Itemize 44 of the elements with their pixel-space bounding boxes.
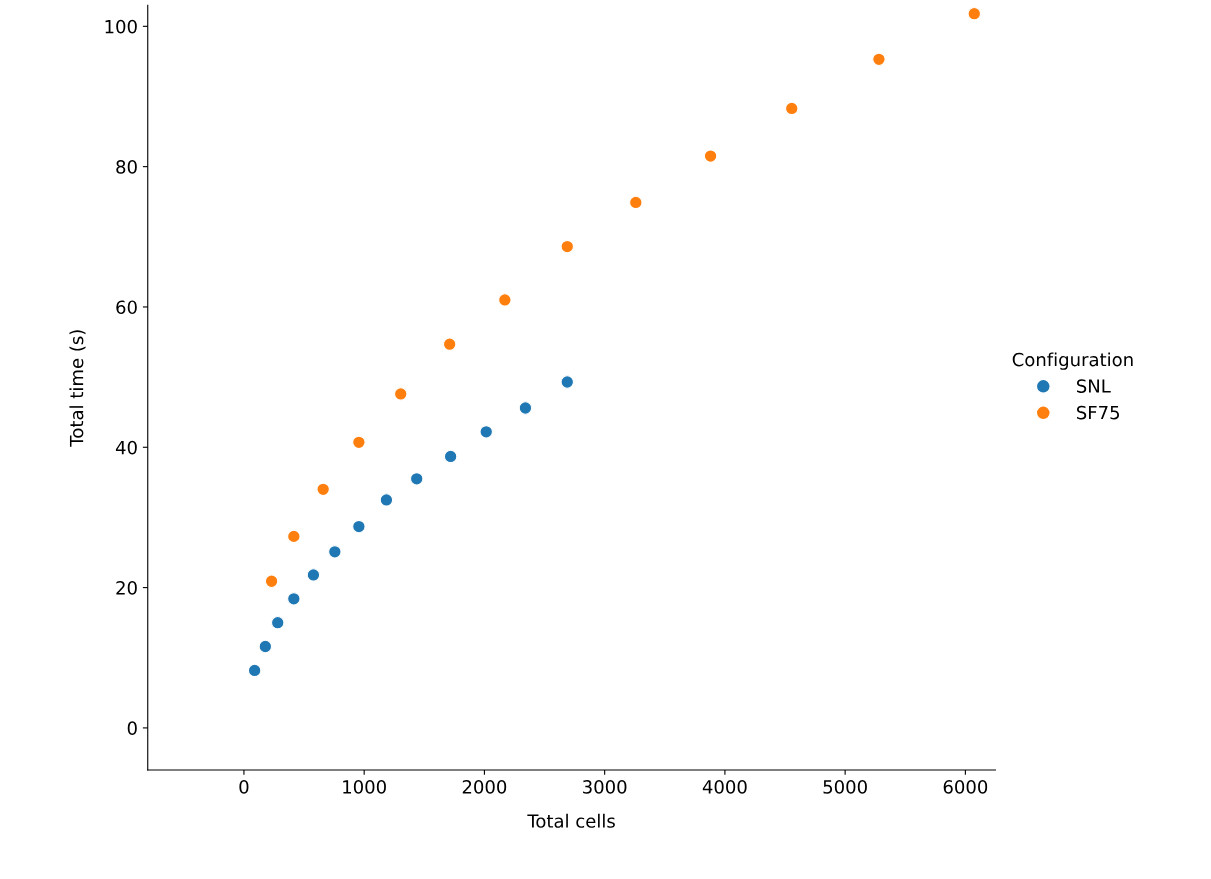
point: [560, 375, 575, 389]
x-tick-label: 5000: [823, 780, 867, 794]
x-tick-label: 4000: [702, 780, 747, 794]
point: [352, 435, 366, 450]
point: [247, 663, 262, 678]
y-tick-label: 60: [116, 300, 137, 315]
x-tick-label: 0: [239, 780, 249, 794]
point: [479, 425, 493, 439]
y-tick-label: 80: [116, 160, 137, 174]
y-tick-label: 100: [105, 19, 137, 34]
point: [703, 149, 718, 163]
point: [498, 293, 512, 307]
x-tick-label: 2000: [462, 780, 507, 794]
legend-label: SNL: [1076, 379, 1111, 393]
point: [784, 101, 799, 116]
point: [328, 545, 342, 559]
point: [443, 449, 458, 464]
point: [287, 529, 301, 544]
point: [872, 52, 886, 67]
point: [306, 568, 321, 582]
x-axis-title: Total cells: [527, 813, 615, 828]
point: [287, 592, 301, 606]
point: [258, 639, 273, 654]
legend-title: Configuration: [1012, 352, 1133, 370]
x-tick-label: 6000: [943, 780, 988, 794]
x-tick-label: 1000: [343, 780, 386, 794]
point: [518, 401, 533, 415]
point: [967, 6, 982, 21]
point: [352, 519, 366, 534]
y-tick-label: 20: [116, 581, 137, 595]
y-tick-label: 40: [115, 440, 137, 455]
point: [560, 239, 575, 254]
point: [393, 387, 408, 401]
point: [629, 195, 643, 210]
point: [409, 472, 424, 486]
y-axis-title: Total time (s): [69, 330, 86, 447]
legend-label: SF75: [1076, 405, 1120, 420]
point: [270, 615, 285, 630]
x-tick-label: 3000: [583, 780, 627, 794]
point: [316, 482, 330, 497]
point: [379, 493, 394, 507]
y-tick-label: 0: [127, 721, 137, 736]
point: [264, 574, 279, 589]
point: [442, 337, 457, 351]
